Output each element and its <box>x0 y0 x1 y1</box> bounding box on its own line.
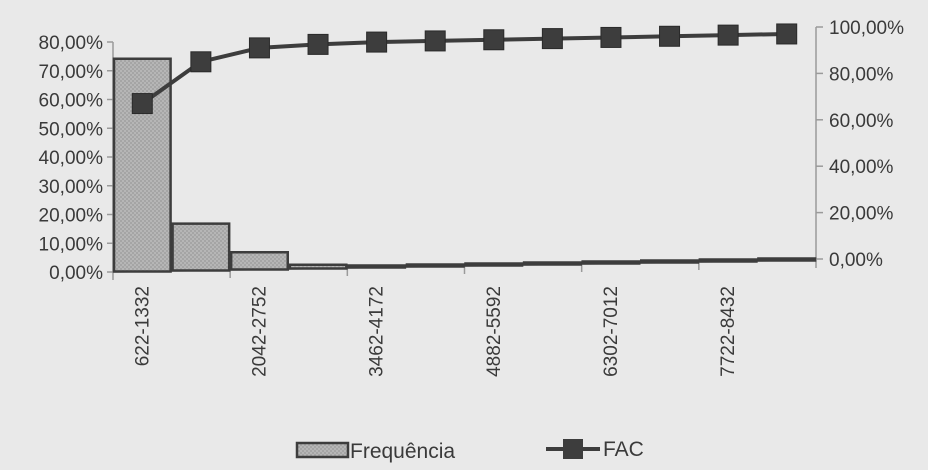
fac-point <box>248 37 270 59</box>
fac-point <box>776 23 798 45</box>
left-axis-tick-label: 70,00% <box>39 62 104 83</box>
left-axis-tick-label: 20,00% <box>39 206 104 227</box>
fac-line <box>141 31 787 106</box>
legend-swatch-marker <box>563 439 583 459</box>
right-axis-tick-label: 100,00% <box>829 18 904 39</box>
left-axis-tick-label: 0,00% <box>49 263 103 284</box>
right-axis-tick-label: 20,00% <box>829 204 894 225</box>
bars-layer <box>112 57 817 273</box>
fac-point <box>483 29 505 51</box>
left-axis-tick-label: 10,00% <box>39 234 104 255</box>
left-axis-tick-label: 60,00% <box>39 91 104 112</box>
bar-frequencia <box>522 261 582 266</box>
bar-frequencia <box>171 222 231 272</box>
left-axis-tick-label: 80,00% <box>39 33 104 54</box>
left-axis-tick-label: 50,00% <box>39 119 104 140</box>
line-layer <box>131 23 798 115</box>
fac-point <box>541 28 563 50</box>
fac-point <box>366 31 388 53</box>
bar-frequencia <box>640 259 700 264</box>
bar-frequencia <box>347 264 407 269</box>
category-label: 4882-5592 <box>484 286 505 377</box>
bar-frequencia <box>405 263 465 268</box>
fac-point <box>190 51 212 73</box>
legend: Frequência FAC <box>295 438 644 463</box>
bar-frequencia <box>229 251 290 271</box>
right-axis-tick-label: 60,00% <box>829 111 894 132</box>
bar-frequencia <box>464 262 524 267</box>
fac-point <box>600 26 622 48</box>
left-axis-tick-label: 40,00% <box>39 148 104 169</box>
fac-point <box>659 25 681 47</box>
bar-frequencia <box>288 263 348 270</box>
fac-point <box>717 24 739 46</box>
category-label: 3462-4172 <box>367 286 388 377</box>
labels-layer: 0,00% 10,00% 20,00% 30,00% 40,00% 50,00% 60,00… <box>39 18 905 377</box>
bar-frequencia <box>581 260 641 265</box>
left-axis-tick-label: 30,00% <box>39 177 104 198</box>
legend-label-fac: FAC <box>603 438 644 461</box>
legend-item-frequencia: Frequência <box>295 440 455 463</box>
fac-point <box>307 33 329 55</box>
right-axis-tick-label: 40,00% <box>829 157 894 178</box>
fac-point <box>424 30 446 52</box>
category-label: 6302-7012 <box>601 286 622 377</box>
legend-item-fac: FAC <box>546 438 644 461</box>
bar-frequencia <box>698 258 758 263</box>
category-label: 622-1332 <box>132 286 153 366</box>
right-axis-tick-label: 0,00% <box>829 250 883 271</box>
category-label: 2042-2752 <box>249 286 270 377</box>
fac-point <box>131 93 153 115</box>
category-label: 7722-8432 <box>718 286 739 377</box>
right-axis-tick-label: 80,00% <box>829 64 894 85</box>
bar-frequencia <box>757 257 817 262</box>
legend-label-frequencia: Frequência <box>350 440 455 463</box>
legend-swatch-bar <box>295 441 350 459</box>
